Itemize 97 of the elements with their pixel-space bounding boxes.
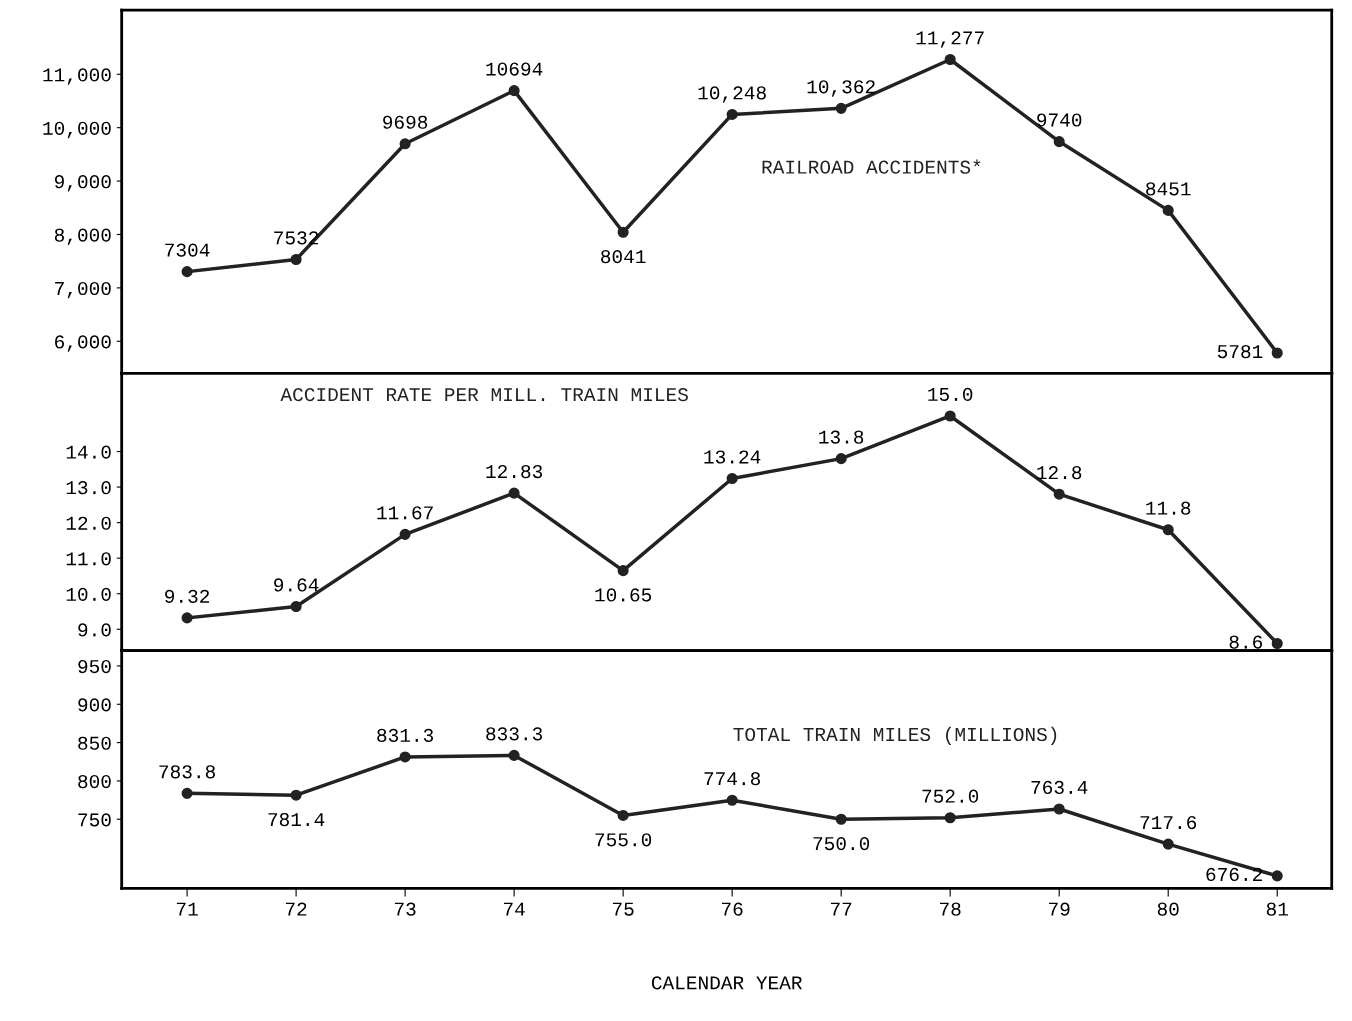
data-label: 7304 [165,243,210,257]
point [835,453,847,465]
point [944,812,956,824]
x-tick-label: 77 [830,902,852,916]
point [399,751,411,763]
data-label: 9740 [1037,113,1082,127]
y-tick-label: 11,000 [43,68,111,85]
point [1271,347,1283,359]
point [617,565,629,577]
point [181,266,193,278]
data-label: 763.4 [1031,780,1088,795]
point [617,809,629,821]
data-label: 752.0 [922,789,979,803]
point [181,612,193,624]
y-tick-label: 9.0 [78,623,111,637]
point [290,600,302,613]
x-tick-label: 74 [503,902,525,916]
data-label: 8041 [601,250,646,264]
y-tick-label: 10.0 [66,587,111,601]
point [617,226,629,238]
data-label: 13.8 [819,430,864,444]
y-tick-label: 7,000 [55,281,111,299]
text: ACCIDENT RATE PER MILL. TRAIN MILES [280,388,688,402]
y-tick-label: 11.0 [66,552,111,566]
point [1053,136,1065,148]
text: RAILROAD ACCIDENTS* [762,159,981,174]
data-label: 10,248 [698,86,766,103]
x-tick-label: 79 [1049,902,1070,916]
point [835,813,847,825]
data-label: 10694 [486,62,543,76]
x-axis-title: CALENDAR YEAR [651,976,803,990]
point [1053,803,1065,815]
y-tick-label: 12.0 [66,516,111,530]
data-label: 12.83 [486,464,543,479]
data-label: 10.65 [595,588,652,602]
point [1162,524,1174,536]
x-tick-label: 80 [1157,902,1179,916]
y-tick-label: 9,000 [54,175,111,192]
data-label: 9.64 [274,578,319,592]
data-label: 15.0 [928,387,973,402]
data-label: 755.0 [595,833,652,847]
point [508,487,520,499]
text: TOTAL TRAIN MILES (MILLIONS) [733,726,1057,745]
point [399,528,411,540]
point [1053,488,1065,500]
y-tick-label: 10,000 [43,121,111,139]
data-label: 5781 [1217,344,1263,359]
data-label: 11.67 [377,506,433,520]
point [944,410,956,422]
x-tick-label: 75 [612,902,634,916]
data-label: 783.8 [159,765,215,779]
data-label: 831.3 [377,728,434,742]
data-label: 9.32 [165,589,210,603]
x-tick-label: 71 [176,902,198,916]
data-label: 13.24 [704,450,761,464]
y-tick-label: 800 [78,774,111,789]
point [508,749,520,761]
y-tick-label: 8,000 [54,228,111,245]
y-tick-label: 750 [78,813,111,827]
data-label: 774.8 [704,772,761,786]
x-tick-label: 81 [1266,902,1288,916]
y-tick-label: 900 [78,698,111,712]
y-tick-label: 13.0 [66,481,111,495]
y-tick-label: 14.0 [66,445,111,459]
data-label: 9698 [383,115,428,129]
data-label: 11,277 [916,31,984,48]
data-label: 717.6 [1140,815,1197,830]
point [290,789,302,801]
point [1162,838,1174,850]
data-label: 8451 [1146,182,1191,196]
y-tick-label: 6,000 [55,335,111,352]
data-label: 12.8 [1037,466,1082,480]
point [835,102,847,114]
data-label: 781.4 [268,812,325,827]
point [726,472,738,485]
point [399,138,411,150]
data-label: 8.6 [1229,635,1263,649]
y-tick-label: 850 [78,736,111,750]
point [726,108,738,120]
y-tick-label: 950 [78,659,111,674]
x-tick-label: 72 [285,902,307,916]
data-label: 750.0 [813,837,870,851]
point [1162,204,1174,216]
x-tick-label: 76 [721,902,743,916]
x-tick-label: 73 [394,902,416,916]
point [944,53,956,66]
x-tick-label: 78 [940,902,961,916]
data-label: 676.2 [1206,867,1262,882]
point [726,794,738,806]
point [181,787,193,799]
point [508,85,520,97]
point [1271,870,1283,882]
point [1271,637,1283,650]
data-label: 833.3 [486,727,543,741]
point [290,253,302,266]
data-label: 10,362 [807,80,875,97]
data-label: 11.8 [1146,501,1191,515]
